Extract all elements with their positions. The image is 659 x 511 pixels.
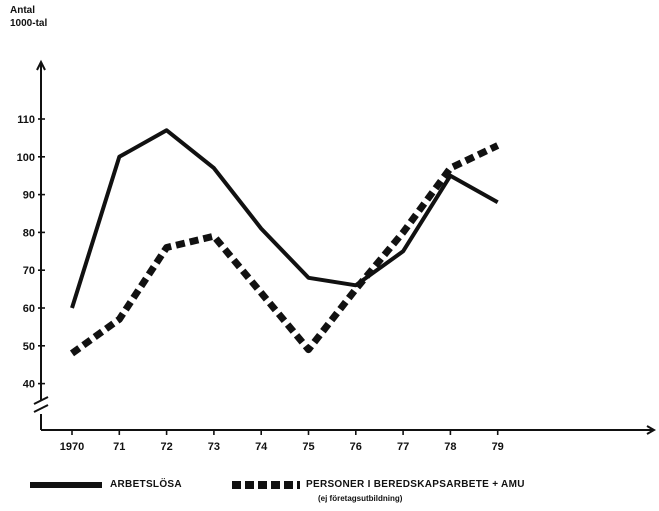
- y-tick-label: 70: [23, 265, 35, 277]
- x-tick-label: 78: [444, 441, 456, 453]
- y-axis-label: Antal 1000-tal: [10, 4, 47, 30]
- legend-sublabel-beredskap: (ej företagsutbildning): [318, 494, 403, 503]
- x-tick-label: 71: [113, 441, 125, 453]
- series-line-beredskap: [69, 142, 500, 357]
- y-axis-label-line-2: 1000-tal: [10, 18, 48, 29]
- chart-lines: [69, 128, 500, 357]
- series-line-arbetslosa: [70, 128, 499, 309]
- x-tick-label: 73: [208, 441, 220, 453]
- x-tick-label: 76: [350, 441, 362, 453]
- x-axis-arrow: [646, 425, 657, 435]
- y-tick-label: 100: [17, 152, 35, 164]
- legend-label-arbetslosa: ARBETSLÖSA: [110, 479, 182, 490]
- chart-ticks: 40 50 60 70 80 90 100 110 1970 71 72 73 74 75 76 77 78 79: [17, 114, 504, 453]
- x-tick-label: 75: [302, 441, 314, 453]
- x-tick-label: 79: [492, 441, 504, 453]
- legend-label-beredskap: PERSONER I BEREDSKAPSARBETE + AMU: [306, 479, 525, 490]
- y-tick-label: 60: [23, 303, 35, 315]
- y-tick-label: 40: [23, 379, 35, 391]
- y-tick-label: 50: [23, 341, 35, 353]
- y-axis-arrow: [36, 59, 46, 71]
- x-tick-label: 72: [160, 441, 172, 453]
- axis-break-mark: [33, 396, 49, 413]
- x-tick-label: 74: [255, 441, 268, 453]
- chart-axes: [33, 59, 657, 435]
- x-tick-label: 77: [397, 441, 409, 453]
- y-tick-label: 80: [23, 227, 35, 239]
- x-tick-label: 1970: [60, 441, 84, 453]
- y-tick-label: 90: [23, 190, 35, 202]
- y-axis-label-line-1: Antal: [10, 5, 35, 16]
- y-tick-label: 110: [17, 114, 35, 126]
